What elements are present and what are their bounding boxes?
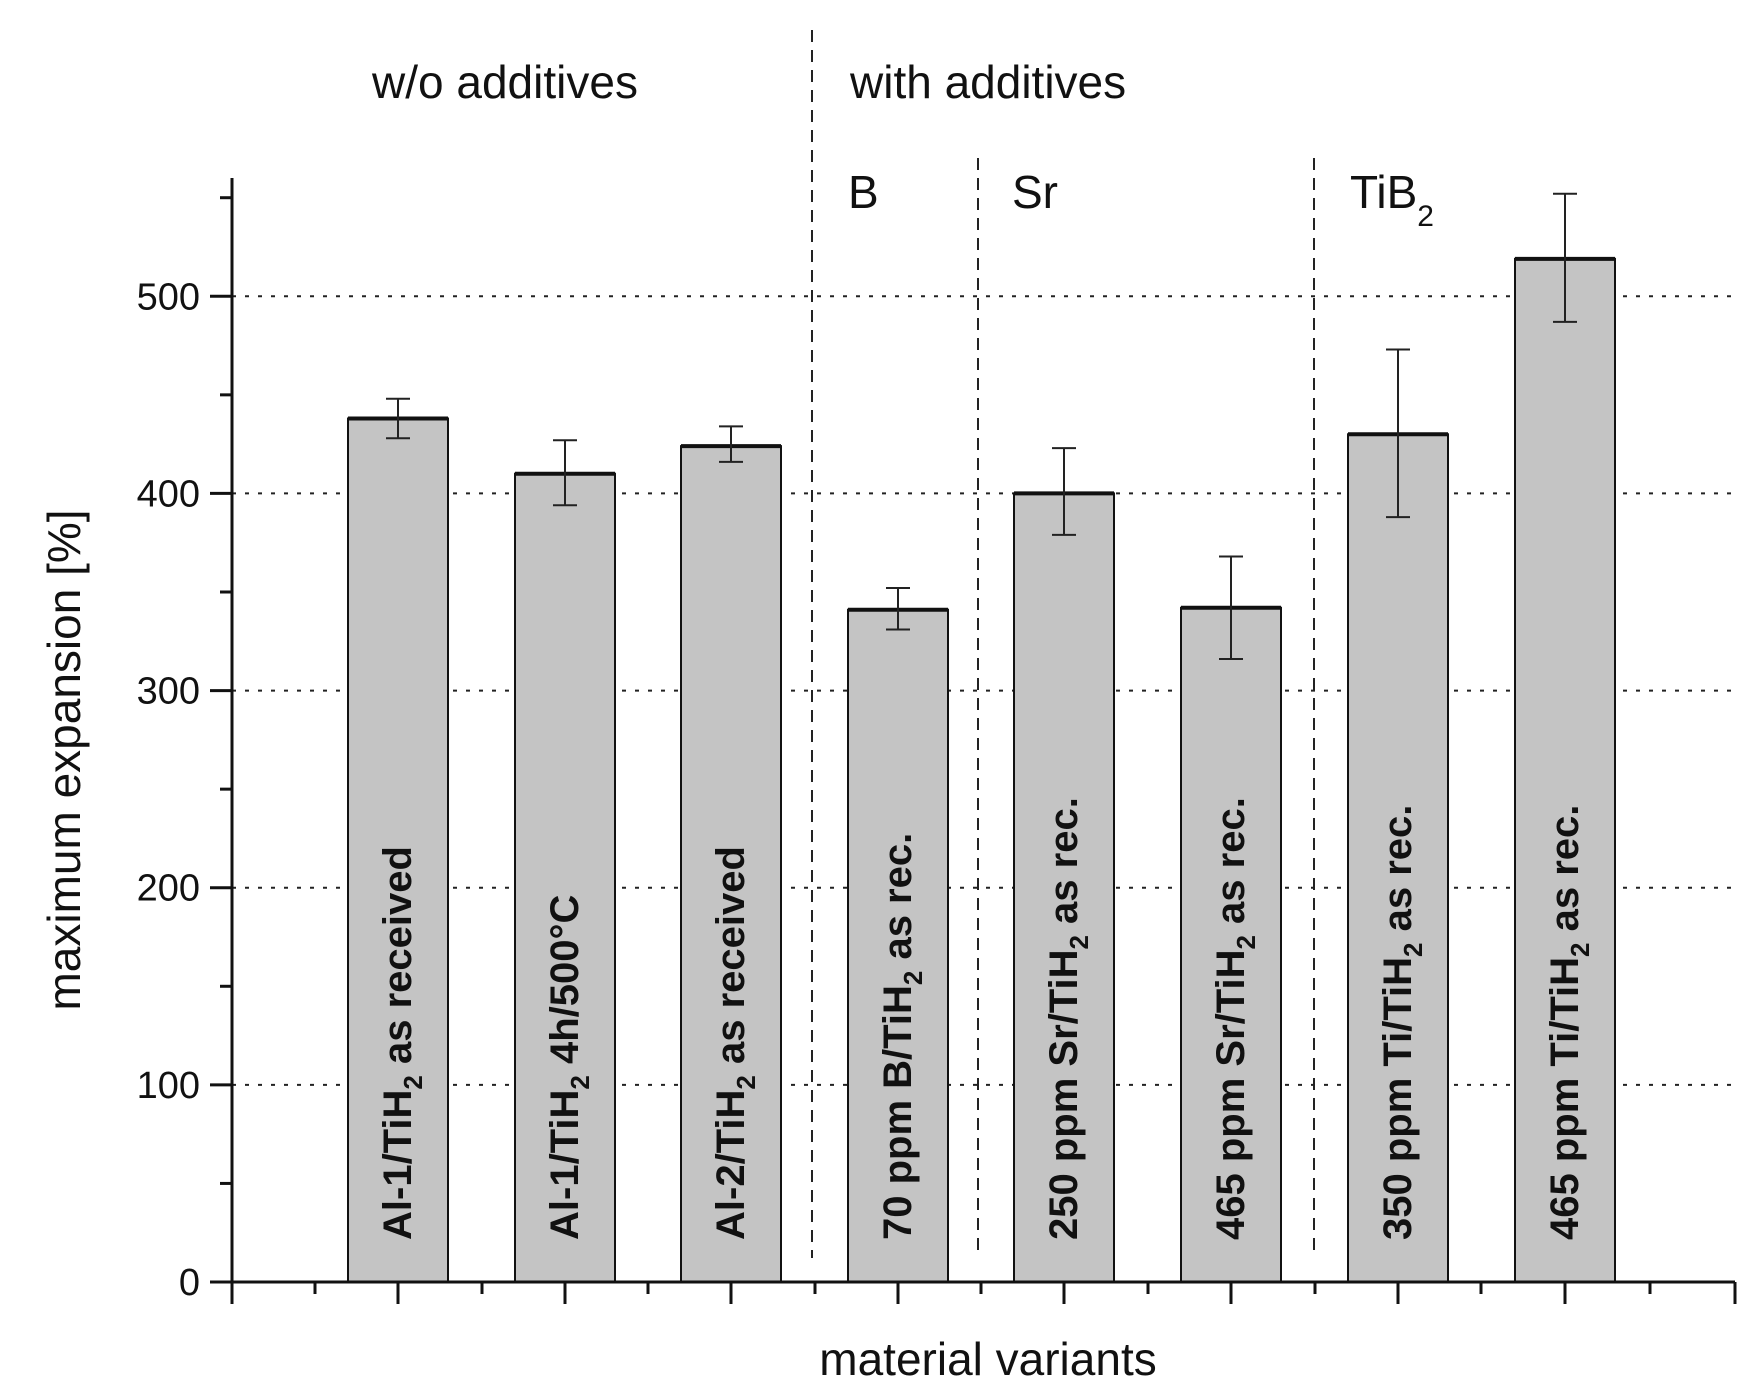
bar-layer	[347, 192, 1616, 1284]
subgroup-label-1: B	[848, 166, 879, 218]
x-axis-label: material variants	[819, 1333, 1156, 1385]
bar-label-5: 250 ppm Sr/TiH2 as rec.	[1042, 797, 1094, 1240]
separator-layer	[811, 30, 1315, 1258]
bar-1	[347, 417, 449, 1283]
group-label-with-additives: with additives	[849, 56, 1126, 108]
group-label-without-additives: w/o additives	[371, 56, 638, 108]
y-tick-label-200: 200	[137, 868, 200, 910]
bar-label-2: Al-1/TiH2 4h/500°C	[543, 895, 595, 1240]
y-tick-label-100: 100	[137, 1065, 200, 1107]
text-layer: material variants maximum expansion [%] …	[38, 56, 1595, 1385]
y-axis-label: maximum expansion [%]	[38, 509, 90, 1010]
bar-label-8: 465 ppm Ti/TiH2 as rec.	[1543, 805, 1595, 1240]
bar-2	[514, 472, 616, 1283]
y-tick-label-300: 300	[137, 671, 200, 713]
axes-frame	[230, 178, 1735, 1284]
grid-layer	[232, 295, 1735, 1086]
bar-label-6: 465 ppm Sr/TiH2 as rec.	[1209, 797, 1261, 1240]
bar-5	[1013, 492, 1115, 1283]
y-tick-label-400: 400	[137, 473, 200, 515]
bar-7	[1347, 433, 1449, 1283]
bar-label-4: 70 ppm B/TiH2 as rec.	[876, 833, 928, 1240]
subgroup-label-3: TiB2	[1350, 166, 1434, 233]
subgroup-label-2: Sr	[1012, 166, 1058, 218]
bar-label-3: Al-2/TiH2 as received	[709, 846, 761, 1240]
bar-3	[680, 445, 782, 1284]
y-tick-label-0: 0	[179, 1262, 200, 1304]
bar-label-1: Al-1/TiH2 as received	[376, 846, 428, 1240]
bar-8	[1514, 257, 1616, 1284]
axis-layer	[210, 178, 1737, 1304]
bar-6	[1180, 606, 1282, 1283]
bar-label-7: 350 ppm Ti/TiH2 as rec.	[1376, 805, 1428, 1240]
y-tick-label-500: 500	[137, 276, 200, 318]
